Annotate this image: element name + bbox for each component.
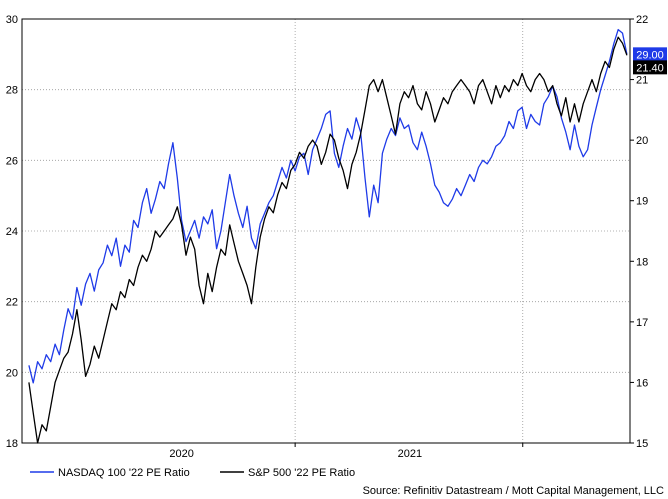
last-value-badge [633, 60, 667, 75]
last-value-label: 21.40 [636, 62, 664, 74]
y-right-tick-label: 18 [636, 256, 648, 268]
legend-label: NASDAQ 100 '22 PE Ratio [58, 467, 190, 479]
y-left-tick-label: 20 [6, 367, 18, 379]
last-value-label: 29.00 [636, 49, 664, 61]
x-axis: 2020 2021 [169, 443, 524, 460]
series-line [28, 28, 628, 384]
series-line [28, 36, 628, 444]
y-right-tick-label: 19 [636, 196, 648, 208]
y-left-tick-label: 30 [6, 14, 18, 26]
y-left-tick-label: 24 [6, 226, 18, 238]
y-right-tick-label: 16 [636, 377, 648, 389]
y-right-tick-label: 17 [636, 317, 648, 329]
y-right-tick-label: 20 [636, 135, 648, 147]
right-axis: 15 16 17 18 19 20 21 22 [630, 14, 648, 450]
series-layer [28, 28, 628, 444]
x-tick-label: 2020 [169, 448, 193, 460]
y-left-tick-label: 26 [6, 155, 18, 167]
legend-label: S&P 500 '22 PE Ratio [248, 467, 355, 479]
y-right-tick-label: 15 [636, 438, 648, 450]
left-axis: 18 20 22 24 26 28 30 [6, 14, 18, 450]
last-value-badge [633, 47, 667, 62]
plot-frame [21, 18, 631, 444]
y-left-tick-label: 28 [6, 85, 18, 97]
y-right-tick-label: 22 [636, 14, 648, 26]
source-note: Source: Refinitiv Datastream / Mott Capi… [363, 485, 664, 497]
legend: NASDAQ 100 '22 PE Ratio S&P 500 '22 PE Ra… [30, 467, 355, 479]
y-left-tick-label: 18 [6, 438, 18, 450]
gridlines [22, 19, 630, 443]
y-left-tick-label: 22 [6, 297, 18, 309]
y-right-tick-label: 21 [636, 75, 648, 87]
x-tick-label: 2021 [398, 448, 422, 460]
